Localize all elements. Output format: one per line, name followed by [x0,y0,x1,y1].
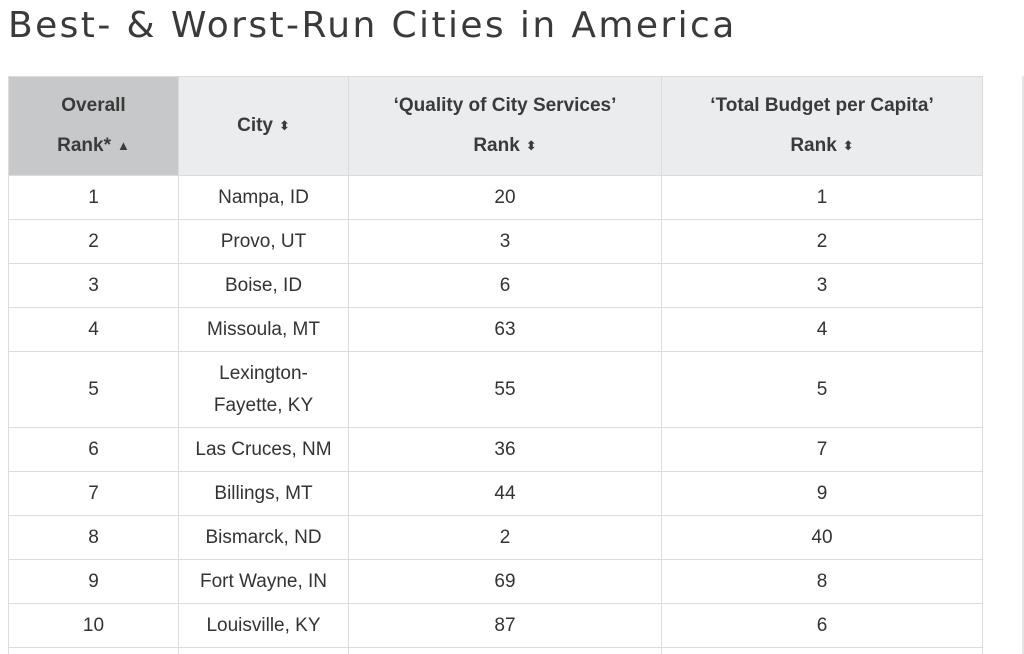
cell-city [178,647,349,654]
cell-budget-rank: 2 [661,219,983,264]
city-name: Las Cruces, NM [195,438,332,460]
city-name: Missoula, MT [207,318,320,340]
city-name: Louisville, KY [206,614,321,636]
city-name: Bismarck, ND [205,526,322,548]
column-header-label: Rank [473,135,520,156]
cell-budget-rank: 4 [661,307,983,352]
city-name: Provo, UT [220,230,307,252]
column-header-label: ‘Quality of City Services’ [393,95,617,116]
cell-services-rank: 20 [348,175,662,220]
cell-overall-rank: 3 [8,263,179,308]
cell-budget-rank: 8 [661,559,983,604]
cell-city: Louisville, KY [178,603,349,648]
cell-city: Missoula, MT [178,307,349,352]
cell-overall-rank: 9 [8,559,179,604]
table-header-row: Overall Rank* ▲ City ⬍ ‘Quality of City Se… [8,76,983,176]
column-header-label: City [237,115,273,136]
cell-city: Bismarck, ND [178,515,349,560]
cell-overall-rank: 10 [8,603,179,648]
table-row: 4 Missoula, MT 63 4 [8,307,983,352]
cell-overall-rank: 4 [8,307,179,352]
city-name: Nampa, ID [218,186,309,208]
cell-budget-rank: 1 [661,175,983,220]
cell-budget-rank: 7 [661,427,983,472]
sort-both-icon[interactable]: ⬍ [279,118,290,133]
table-row: 8 Bismarck, ND 2 40 [8,515,983,560]
cell-overall-rank: 6 [8,427,179,472]
cell-city: Billings, MT [178,471,349,516]
city-name: Boise, ID [224,274,303,296]
cell-city: Boise, ID [178,263,349,308]
cell-budget-rank [661,647,983,654]
cell-services-rank: 87 [348,603,662,648]
cell-overall-rank: 2 [8,219,179,264]
table-row: 1 Nampa, ID 20 1 [8,175,983,220]
cell-overall-rank: 5 [8,351,179,428]
scroll-edge [1022,76,1024,654]
cell-budget-rank: 3 [661,263,983,308]
cell-services-rank: 55 [348,351,662,428]
rankings-table: Overall Rank* ▲ City ⬍ ‘Quality of City Se… [8,76,983,654]
page-title: Best- & Worst-Run Cities in America [8,5,737,46]
cell-services-rank: 36 [348,427,662,472]
column-header-overall-rank[interactable]: Overall Rank* ▲ [8,76,179,176]
city-name: Lexington-Fayette, KY [213,362,314,416]
cell-city: Lexington-Fayette, KY [178,351,349,428]
table-row: 7 Billings, MT 44 9 [8,471,983,516]
city-name: Fort Wayne, IN [199,570,328,592]
cell-services-rank: 3 [348,219,662,264]
cell-overall-rank: 1 [8,175,179,220]
cell-services-rank: 2 [348,515,662,560]
column-header-label: Overall [61,95,126,116]
column-header-total-budget-per-capita[interactable]: ‘Total Budget per Capita’ Rank ⬍ [661,76,983,176]
table-row: 9 Fort Wayne, IN 69 8 [8,559,983,604]
sort-both-icon[interactable]: ⬍ [525,138,537,153]
cell-services-rank: 44 [348,471,662,516]
column-header-label: Rank [790,135,837,156]
cell-city: Las Cruces, NM [178,427,349,472]
cell-city: Provo, UT [178,219,349,264]
cell-overall-rank: 7 [8,471,179,516]
cell-overall-rank [8,647,179,654]
table-row-partial [8,647,983,654]
cell-city: Nampa, ID [178,175,349,220]
city-name: Billings, MT [214,482,313,504]
sort-both-icon[interactable]: ⬍ [842,138,854,153]
table-row: 5 Lexington-Fayette, KY 55 5 [8,351,983,428]
cell-services-rank [348,647,662,654]
cell-budget-rank: 5 [661,351,983,428]
cell-services-rank: 6 [348,263,662,308]
column-header-label: ‘Total Budget per Capita’ [710,95,934,116]
table-row: 6 Las Cruces, NM 36 7 [8,427,983,472]
cell-overall-rank: 8 [8,515,179,560]
column-header-quality-of-city-services[interactable]: ‘Quality of City Services’ Rank ⬍ [348,76,662,176]
table-row: 2 Provo, UT 3 2 [8,219,983,264]
column-header-label: Rank* [57,135,111,156]
cell-city: Fort Wayne, IN [178,559,349,604]
table-row: 10 Louisville, KY 87 6 [8,603,983,648]
table-row: 3 Boise, ID 6 3 [8,263,983,308]
cell-budget-rank: 40 [661,515,983,560]
sort-asc-icon[interactable]: ▲ [116,138,130,153]
column-header-city[interactable]: City ⬍ [178,76,349,176]
cell-services-rank: 69 [348,559,662,604]
cell-services-rank: 63 [348,307,662,352]
cell-budget-rank: 6 [661,603,983,648]
cell-budget-rank: 9 [661,471,983,516]
